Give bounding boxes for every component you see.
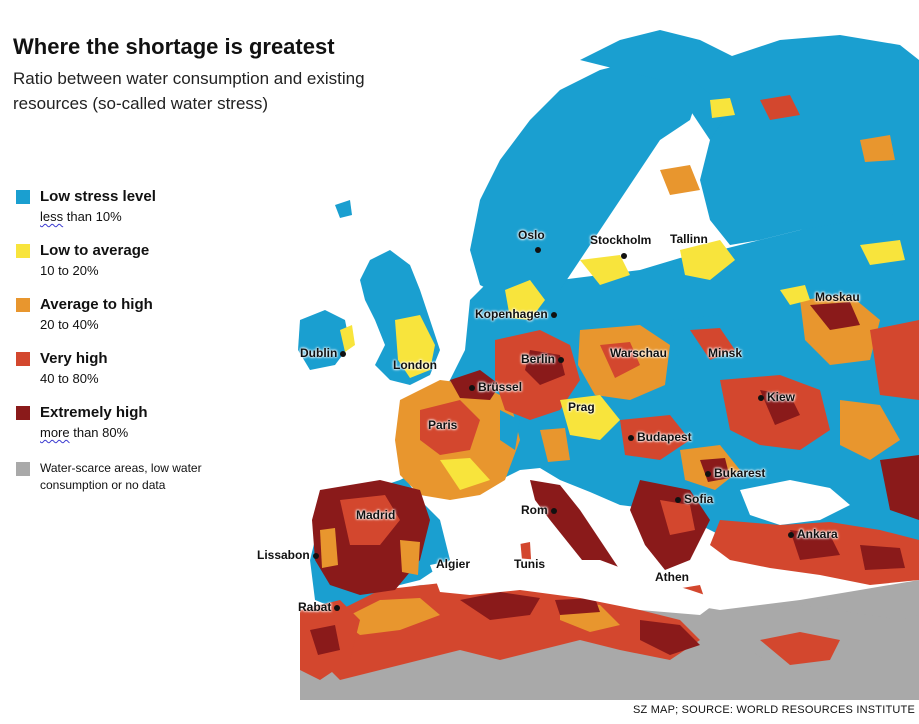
city-label: Madrid [356, 508, 396, 522]
finland-russia-north [680, 35, 919, 245]
city-prag: Prag [568, 400, 595, 414]
city-label: Lissabon [257, 548, 310, 562]
city-label: Stockholm [590, 233, 652, 247]
ireland [298, 310, 350, 370]
italy [530, 480, 620, 585]
city-rom: Rom [521, 503, 560, 517]
city-warschau: Warschau [610, 346, 667, 360]
city-london: London [393, 358, 437, 372]
city-label: Bukarest [714, 466, 766, 480]
city-label: Kiew [767, 390, 796, 404]
scandinavia [470, 60, 700, 300]
legend-item-very-high: Very high 40 to 80% [16, 350, 296, 404]
legend-label: Low to average [40, 242, 150, 259]
legend: Low stress level less than 10% Low to av… [16, 188, 296, 500]
legend-range: more than 80% [40, 425, 129, 440]
city-minsk: Minsk [708, 346, 742, 360]
city-budapest: Budapest [625, 430, 692, 444]
legend-item-no-data: Water-scarce areas, low water consumptio… [16, 460, 296, 500]
city-label: Minsk [708, 346, 743, 360]
city-label: Oslo [518, 228, 545, 242]
city-sofia: Sofia [672, 492, 713, 506]
city-stockholm: Stockholm [590, 233, 651, 247]
legend-swatch [16, 406, 30, 420]
city-label: London [393, 358, 437, 372]
city-label: Dublin [300, 346, 338, 360]
city-paris: Paris [428, 418, 457, 432]
legend-label: Water-scarce areas, low water consumptio… [40, 461, 202, 492]
city-label: Berlin [521, 352, 556, 366]
city-label: Rabat [298, 600, 332, 614]
map-subtitle: Ratio between water consumption and exis… [13, 69, 365, 113]
city-label: Brüssel [478, 380, 523, 394]
legend-range: 10 to 20% [40, 263, 99, 278]
city-label: Athen [655, 570, 689, 584]
city-berlin: Berlin [521, 352, 567, 366]
city-tunis: Tunis [514, 557, 545, 571]
city-label: Warschau [610, 346, 667, 360]
city-rabat: Rabat [298, 600, 343, 614]
city-brussel: Brüssel [466, 380, 522, 394]
city-label: Tallinn [670, 232, 708, 246]
city-bukarest: Bukarest [702, 466, 765, 480]
legend-swatch [16, 352, 30, 366]
city-tallinn: Tallinn [670, 232, 708, 246]
city-label: Algier [436, 557, 471, 571]
city-label: Rom [521, 503, 548, 517]
city-label: Kopenhagen [475, 307, 548, 321]
legend-swatch [16, 298, 30, 312]
city-stockholm-dot [618, 248, 630, 262]
map-title: Where the shortage is greatest [13, 34, 335, 59]
black-sea [740, 480, 850, 525]
city-lissabon: Lissabon [257, 548, 322, 562]
city-label: Moskau [815, 290, 860, 304]
legend-item-extremely-high: Extremely high more than 80% [16, 404, 296, 458]
city-kiew: Kiew [755, 390, 795, 404]
city-label: Paris [428, 418, 458, 432]
source-credit: SZ MAP; SOURCE: WORLD RESOURCES INSTITUT… [632, 704, 915, 716]
city-label: Ankara [797, 527, 838, 541]
city-oslo-dot [532, 242, 544, 256]
legend-label: Very high [40, 350, 108, 367]
legend-swatch [16, 190, 30, 204]
legend-range: 20 to 40% [40, 317, 99, 332]
city-oslo: Oslo [518, 228, 545, 242]
city-madrid: Madrid [356, 508, 395, 522]
city-athen: Athen [655, 570, 689, 584]
legend-item-low: Low stress level less than 10% [16, 188, 296, 242]
legend-range: 40 to 80% [40, 371, 99, 386]
mediterranean-sea [430, 555, 720, 615]
legend-item-average-high: Average to high 20 to 40% [16, 296, 296, 350]
city-label: Sofia [684, 492, 714, 506]
city-label: Tunis [514, 557, 546, 571]
legend-label: Extremely high [40, 404, 148, 421]
city-dublin: Dublin [300, 346, 349, 360]
legend-label: Average to high [40, 296, 153, 313]
city-moskau: Moskau [815, 290, 860, 304]
legend-swatch [16, 462, 30, 476]
city-label: Prag [568, 400, 595, 414]
legend-swatch [16, 244, 30, 258]
city-ankara: Ankara [785, 527, 838, 541]
city-algier: Algier [436, 557, 470, 571]
city-label: Budapest [637, 430, 692, 444]
legend-range: less than 10% [40, 209, 122, 224]
city-kopenhagen: Kopenhagen [475, 307, 560, 321]
legend-label: Low stress level [40, 188, 156, 205]
legend-item-low-average: Low to average 10 to 20% [16, 242, 296, 296]
